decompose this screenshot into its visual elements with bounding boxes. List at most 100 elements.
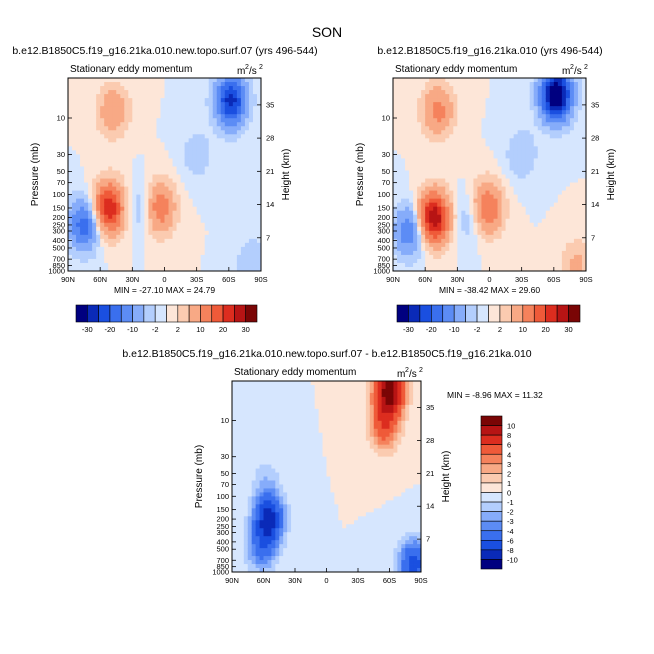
heatmap-cell	[176, 110, 181, 115]
heatmap-cell	[172, 238, 177, 244]
heatmap-cell	[236, 258, 242, 264]
heatmap-cell	[112, 138, 117, 143]
heatmap-cell	[541, 106, 547, 111]
heatmap-cell	[80, 246, 85, 252]
heatmap-cell	[445, 82, 450, 87]
heatmap-cell	[537, 170, 543, 175]
heatmap-cell	[248, 138, 254, 143]
heatmap-cell	[136, 178, 141, 183]
heatmap-cell	[537, 218, 543, 224]
heatmap-cell	[160, 134, 165, 139]
heatmap-cell	[481, 174, 486, 179]
heatmap-cell	[489, 266, 494, 272]
heatmap-cell	[561, 158, 567, 163]
heatmap-cell	[228, 86, 234, 91]
heatmap-cell	[569, 142, 575, 147]
heatmap-cell	[76, 230, 81, 236]
heatmap-cell	[485, 158, 490, 163]
heatmap-cell	[417, 138, 422, 143]
heatmap-cell	[108, 250, 113, 256]
heatmap-cell	[148, 174, 153, 179]
heatmap-cell	[208, 94, 214, 99]
heatmap-cell	[104, 158, 109, 163]
heatmap-cell	[248, 262, 254, 268]
heatmap-cell	[501, 174, 506, 179]
heatmap-cell	[513, 126, 519, 131]
heatmap-cell	[243, 560, 249, 565]
heatmap-cell	[405, 186, 410, 191]
heatmap-cell	[248, 206, 254, 212]
heatmap-cell	[425, 178, 430, 183]
heatmap-cell	[108, 86, 113, 91]
heatmap-cell	[413, 122, 418, 127]
heatmap-cell	[148, 250, 153, 256]
heatmap-cell	[152, 90, 157, 95]
heatmap-cell	[409, 206, 414, 212]
heatmap-cell	[497, 114, 502, 119]
heatmap-cell	[529, 122, 535, 127]
heatmap-cell	[473, 174, 478, 179]
heatmap-cell	[136, 106, 141, 111]
heatmap-cell	[529, 182, 535, 187]
heatmap-cell	[100, 262, 105, 268]
heatmap-cell	[92, 162, 97, 167]
heatmap-cell	[140, 198, 145, 204]
heatmap-cell	[429, 218, 434, 224]
heatmap-cell	[80, 206, 85, 212]
heatmap-cell	[160, 98, 165, 103]
heatmap-cell	[541, 182, 547, 187]
heatmap-cell	[164, 142, 169, 147]
heatmap-cell	[549, 202, 555, 208]
heatmap-cell	[236, 234, 242, 240]
heatmap-cell	[529, 102, 535, 107]
heatmap-cell	[493, 98, 498, 103]
heatmap-cell	[180, 242, 185, 248]
heatmap-cell	[132, 134, 137, 139]
heatmap-cell	[152, 82, 157, 87]
heatmap-cell	[128, 190, 133, 195]
heatmap-cell	[72, 226, 77, 232]
heatmap-cell	[537, 94, 543, 99]
heatmap-cell	[204, 106, 210, 111]
heatmap-cell	[489, 230, 494, 236]
heatmap-cell	[477, 158, 482, 163]
heatmap-cell	[256, 262, 262, 268]
heatmap-cell	[200, 150, 206, 155]
heatmap-cell	[188, 134, 194, 139]
heatmap-cell	[220, 78, 226, 83]
heatmap-cell	[116, 170, 121, 175]
heatmap-cell	[453, 222, 458, 228]
heatmap-cell	[537, 254, 543, 260]
heatmap-cell	[465, 118, 470, 123]
heatmap-cell	[132, 234, 137, 240]
y-tick-label: 50	[382, 167, 390, 176]
heatmap-cell	[88, 226, 93, 232]
heatmap-cell	[188, 202, 194, 208]
heatmap-cell	[481, 266, 486, 272]
heatmap-cell	[545, 102, 551, 107]
heatmap-cell	[116, 222, 121, 228]
heatmap-cell	[429, 102, 434, 107]
heatmap-cell	[541, 146, 547, 151]
heatmap-cell	[228, 198, 234, 204]
heatmap-cell	[533, 154, 539, 159]
heatmap-cell	[409, 90, 414, 95]
heatmap-cell	[489, 114, 494, 119]
heatmap-cell	[216, 182, 222, 187]
heatmap-cell	[88, 162, 93, 167]
heatmap-cell	[196, 90, 202, 95]
heatmap-cell	[561, 246, 567, 252]
heatmap-cell	[509, 158, 515, 163]
heatmap-cell	[441, 146, 446, 151]
heatmap-cell	[208, 174, 214, 179]
heatmap-cell	[108, 246, 113, 252]
heatmap-cell	[116, 266, 121, 272]
heatmap-cell	[437, 150, 442, 155]
heatmap-cell	[112, 90, 117, 95]
heatmap-cell	[401, 134, 406, 139]
heatmap-cell	[573, 114, 579, 119]
heatmap-cell	[224, 250, 230, 256]
heatmap-cell	[92, 238, 97, 244]
heatmap-cell	[545, 222, 551, 228]
heatmap-cell	[581, 230, 587, 236]
